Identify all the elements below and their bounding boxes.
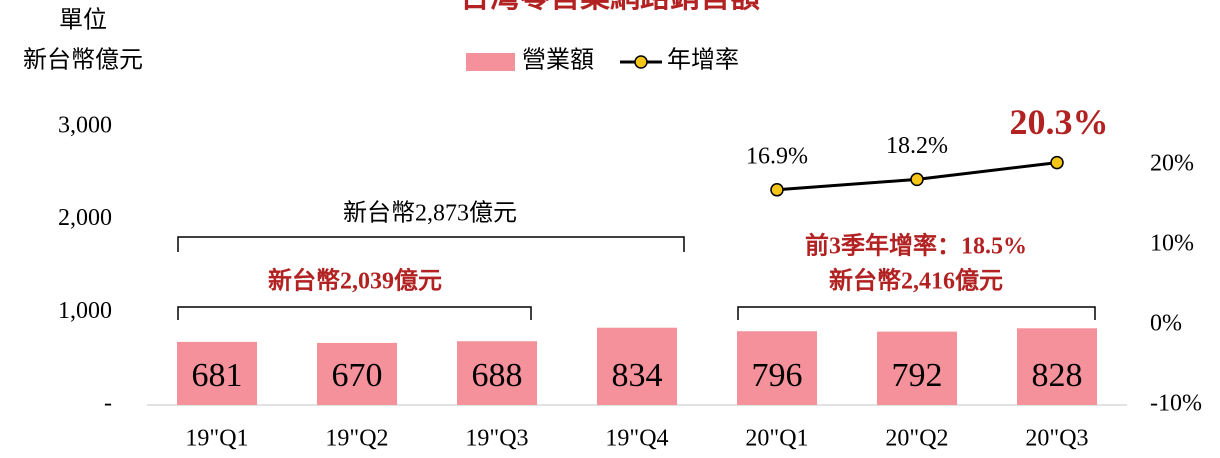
line-value-label: 20.3% xyxy=(1010,102,1109,142)
annotation: 新台幣2,873億元 xyxy=(343,200,517,227)
y-tick-label: 3,000 xyxy=(58,113,112,139)
legend-label: 營業額 xyxy=(522,47,594,74)
bar-value-label: 792 xyxy=(892,357,943,394)
bar xyxy=(457,341,537,405)
legend-swatch xyxy=(466,53,515,71)
bar xyxy=(177,341,257,405)
bar-value-label: 670 xyxy=(332,357,383,394)
unit-label: 新台幣億元 xyxy=(23,47,143,74)
bar xyxy=(1017,328,1097,405)
bar xyxy=(317,342,397,405)
bracket xyxy=(177,306,532,320)
bar-value-label: 834 xyxy=(612,357,663,394)
bracket xyxy=(737,306,1096,320)
annotation: 新台幣2,039億元 xyxy=(268,267,442,295)
line-marker xyxy=(770,183,784,197)
annotation: 前3季年增率：18.5% xyxy=(805,232,1027,260)
bar-value-label: 796 xyxy=(752,357,803,394)
line-value-label: 16.9% xyxy=(746,143,808,169)
line-marker xyxy=(1050,155,1064,170)
x-tick-label: 19"Q4 xyxy=(605,426,668,452)
bar xyxy=(737,331,817,405)
annotation: 新台幣2,416億元 xyxy=(829,267,1003,295)
bracket xyxy=(177,236,685,252)
line-value-label: 18.2% xyxy=(886,133,948,159)
y2-tick-label: 0% xyxy=(1150,311,1182,337)
y2-tick-label: -10% xyxy=(1150,391,1202,417)
x-tick-label: 19"Q3 xyxy=(465,426,528,452)
legend-label: 年增率 xyxy=(667,47,739,74)
bar-value-label: 828 xyxy=(1032,357,1083,394)
x-tick-label: 20"Q1 xyxy=(745,426,808,452)
x-tick-label: 20"Q2 xyxy=(885,426,948,452)
y2-tick-label: 10% xyxy=(1150,231,1194,257)
bar-value-label: 681 xyxy=(192,357,243,394)
bar xyxy=(597,327,677,405)
line-marker xyxy=(910,172,924,187)
x-tick-label: 19"Q1 xyxy=(185,426,248,452)
y-tick-label: - xyxy=(104,391,112,417)
x-tick-label: 20"Q3 xyxy=(1025,426,1088,452)
bar xyxy=(877,331,957,405)
unit-label: 單位 xyxy=(59,7,107,34)
legend-marker xyxy=(634,55,648,69)
y-tick-label: 1,000 xyxy=(58,298,112,324)
bar-value-label: 688 xyxy=(472,357,523,394)
chart-title: 台灣零售業網路銷售額 xyxy=(460,0,760,14)
y2-tick-label: 20% xyxy=(1150,151,1194,177)
y-tick-label: 2,000 xyxy=(58,205,112,231)
x-tick-label: 19"Q2 xyxy=(325,426,388,452)
